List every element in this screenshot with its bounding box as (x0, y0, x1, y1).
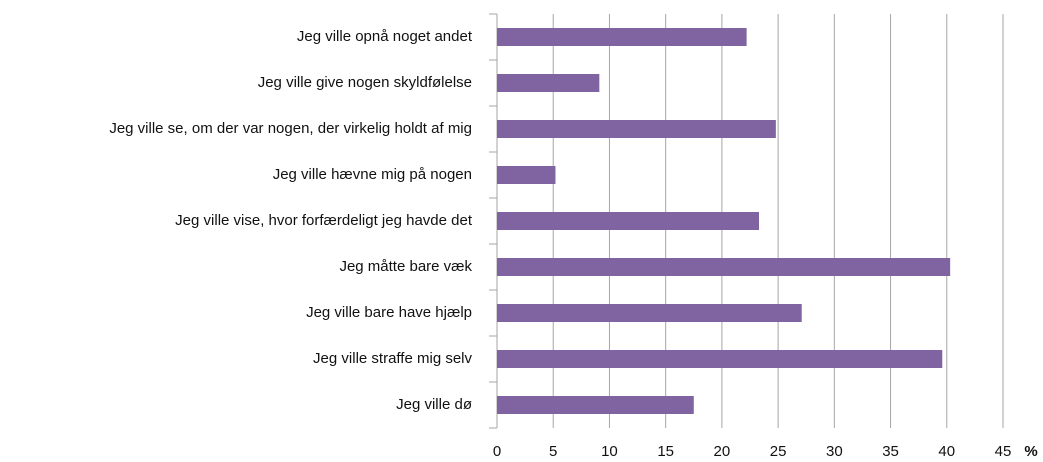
bar (497, 258, 951, 276)
y-tick-label: Jeg ville se, om der var nogen, der virk… (109, 120, 472, 137)
x-tick-label: 5 (549, 443, 557, 460)
x-tick-label: 0 (493, 443, 501, 460)
x-tick-label: 30 (826, 443, 843, 460)
bar (497, 350, 943, 368)
bar (497, 74, 600, 92)
y-tick-label: Jeg ville dø (396, 396, 472, 413)
bar (497, 120, 776, 138)
y-tick-label: Jeg ville straffe mig selv (313, 350, 472, 367)
x-tick-label: 40 (938, 443, 955, 460)
x-tick-label: 15 (657, 443, 674, 460)
bar (497, 304, 802, 322)
y-tick-label: Jeg ville give nogen skyldfølelse (258, 74, 472, 91)
x-tick-label: 25 (770, 443, 787, 460)
bar (497, 166, 556, 184)
y-tick-label: Jeg ville hævne mig på nogen (273, 166, 472, 183)
y-tick-label: Jeg ville bare have hjælp (306, 304, 472, 321)
bar (497, 212, 759, 230)
y-tick-label: Jeg ville opnå noget andet (297, 28, 473, 45)
y-tick-label: Jeg ville vise, hvor forfærdeligt jeg ha… (175, 212, 473, 229)
y-tick-label: Jeg måtte bare væk (339, 258, 472, 275)
x-axis-label: % (1024, 443, 1037, 460)
x-tick-label: 45 (995, 443, 1012, 460)
x-tick-label: 10 (601, 443, 618, 460)
x-tick-label: 35 (882, 443, 899, 460)
x-tick-label: 20 (714, 443, 731, 460)
bar (497, 28, 747, 46)
bar (497, 396, 694, 414)
